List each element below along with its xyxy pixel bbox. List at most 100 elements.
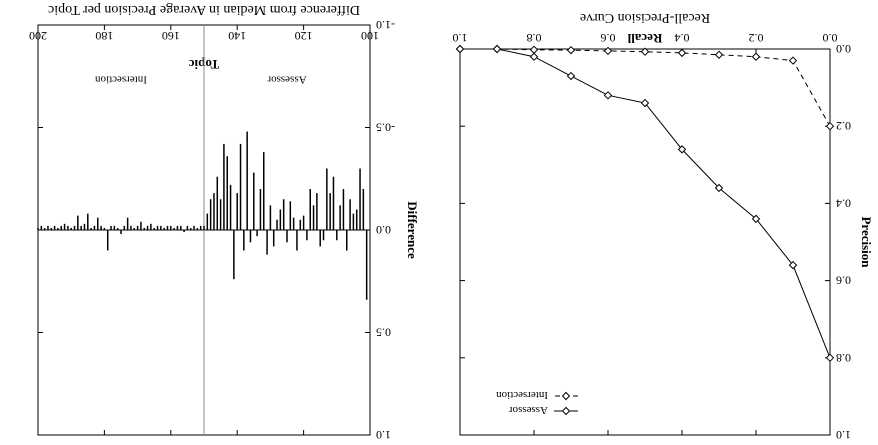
diff-bar — [160, 225, 162, 230]
diff-bar — [279, 209, 282, 230]
diff-bar — [213, 193, 215, 230]
rp-series-point-0 — [640, 98, 650, 108]
rp-series-point-0 — [825, 353, 835, 363]
diff-y-tick-label: -0.5 — [376, 121, 395, 135]
diff-bar — [103, 227, 106, 230]
diff-y-axis-label: Difference — [405, 201, 420, 259]
diff-bar — [365, 230, 368, 300]
diff-bar — [199, 225, 202, 230]
diff-bar — [97, 217, 99, 230]
diff-bar — [236, 193, 238, 230]
rp-y-axis-label: Precision — [859, 216, 874, 268]
diff-bar — [163, 227, 165, 230]
rp-chart-title: Recall-Precision Curve — [580, 10, 710, 25]
diff-bar — [130, 225, 132, 230]
rp-legend-marker — [561, 406, 571, 416]
diff-bar — [329, 193, 331, 230]
diff-bar — [37, 227, 39, 230]
diff-bar — [246, 131, 248, 230]
diff-bar — [67, 225, 69, 230]
diff-bar — [296, 230, 298, 251]
diff-bar — [289, 201, 292, 230]
diff-bar — [193, 225, 195, 230]
diff-bar — [87, 213, 89, 230]
diff-bar — [209, 199, 212, 230]
diff-bar — [186, 225, 189, 230]
diff-bar — [282, 199, 285, 230]
diff-y-tick-label: 0.5 — [376, 326, 391, 340]
diff-bar — [150, 223, 152, 230]
rp-series-point-1 — [529, 45, 539, 54]
diff-bar — [153, 227, 155, 230]
diff-bar — [196, 227, 199, 230]
diff-bar — [239, 143, 242, 230]
diff-bar — [223, 143, 225, 230]
diff-bar — [173, 227, 175, 230]
diff-bar — [319, 230, 321, 247]
rp-x-tick-label: 0.0 — [823, 31, 838, 45]
diff-bar — [306, 230, 308, 241]
diff-y-tick-label: 1.0 — [376, 428, 391, 442]
diff-x-tick-label: 160 — [162, 29, 180, 43]
diff-bar — [77, 215, 79, 230]
diff-bar — [180, 225, 182, 230]
rp-series-point-0 — [529, 52, 539, 61]
diff-bar — [352, 213, 355, 230]
diff-bar — [143, 227, 145, 230]
diff-bar — [176, 225, 179, 230]
diff-bar — [93, 225, 96, 230]
rp-series-line-0 — [460, 48, 831, 358]
rp-series-point-0 — [566, 71, 576, 81]
rp-series-point-1 — [677, 48, 687, 58]
diff-bar — [342, 189, 345, 230]
diff-bar — [40, 225, 43, 230]
diff-bar — [302, 215, 305, 230]
diff-bar — [166, 225, 169, 230]
rp-legend-label: Intersection — [496, 389, 548, 401]
diff-chart-title: Difference from Median in Average Precis… — [48, 2, 360, 17]
diff-x-tick-label: 100 — [361, 29, 379, 43]
diff-bar — [326, 168, 328, 230]
rp-series-point-0 — [751, 214, 761, 224]
rp-series-point-0 — [788, 260, 798, 270]
diff-bar — [113, 225, 116, 230]
diff-bar — [219, 199, 222, 230]
diff-bar — [336, 230, 338, 241]
diff-bar — [263, 152, 265, 230]
diff-bar — [272, 230, 275, 247]
rp-series-point-0 — [677, 145, 687, 154]
rp-series-point-1 — [492, 44, 502, 54]
diff-bar — [226, 156, 228, 230]
rp-y-tick-label: 0.0 — [836, 42, 851, 56]
diff-bar — [43, 227, 46, 230]
diff-bar — [73, 225, 76, 230]
diff-bar — [116, 227, 119, 230]
rp-y-tick-label: 0.8 — [836, 351, 851, 365]
diff-x-tick-label: 200 — [29, 29, 47, 43]
diff-bar — [203, 225, 205, 230]
diff-bar — [146, 225, 149, 230]
diff-x-tick-label: 120 — [295, 29, 313, 43]
rp-series-point-1 — [714, 50, 724, 59]
diff-region-label: Intersection — [95, 73, 147, 85]
diff-bar — [47, 225, 49, 230]
diff-bar — [106, 230, 109, 251]
rp-x-tick-label: 0.4 — [675, 31, 690, 45]
diff-bar — [346, 230, 348, 251]
diff-bar — [332, 176, 335, 230]
diff-bar — [70, 227, 72, 230]
rp-x-tick-label: 0.6 — [601, 31, 616, 45]
diff-bar — [83, 223, 86, 230]
rp-series-point-1 — [455, 44, 465, 54]
diff-bar — [249, 230, 252, 243]
rp-y-tick-label: 1.0 — [836, 428, 851, 442]
diff-bar — [216, 176, 219, 230]
diff-bar — [140, 221, 142, 230]
diff-bar — [63, 223, 66, 230]
recall-precision-chart: 0.0 0.2 0.4 0.6 0.8 1.0 0.0 0.2 0.4 0.6 0.8 1.0 Reca… — [453, 10, 875, 442]
rp-series-point-1 — [788, 56, 798, 65]
diff-bar — [60, 225, 62, 230]
diff-bar — [259, 189, 262, 230]
